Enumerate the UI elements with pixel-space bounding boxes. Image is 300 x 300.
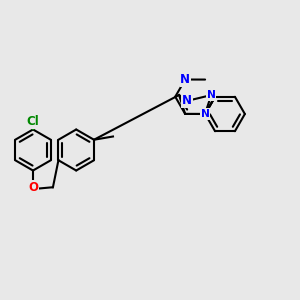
Text: Cl: Cl [25, 116, 38, 128]
Text: N: N [201, 109, 209, 119]
Text: O: O [28, 182, 38, 194]
Text: N: N [182, 94, 192, 107]
Text: Cl: Cl [27, 115, 39, 128]
Text: O: O [28, 181, 38, 194]
Text: N: N [207, 90, 216, 100]
Text: N: N [180, 73, 190, 86]
